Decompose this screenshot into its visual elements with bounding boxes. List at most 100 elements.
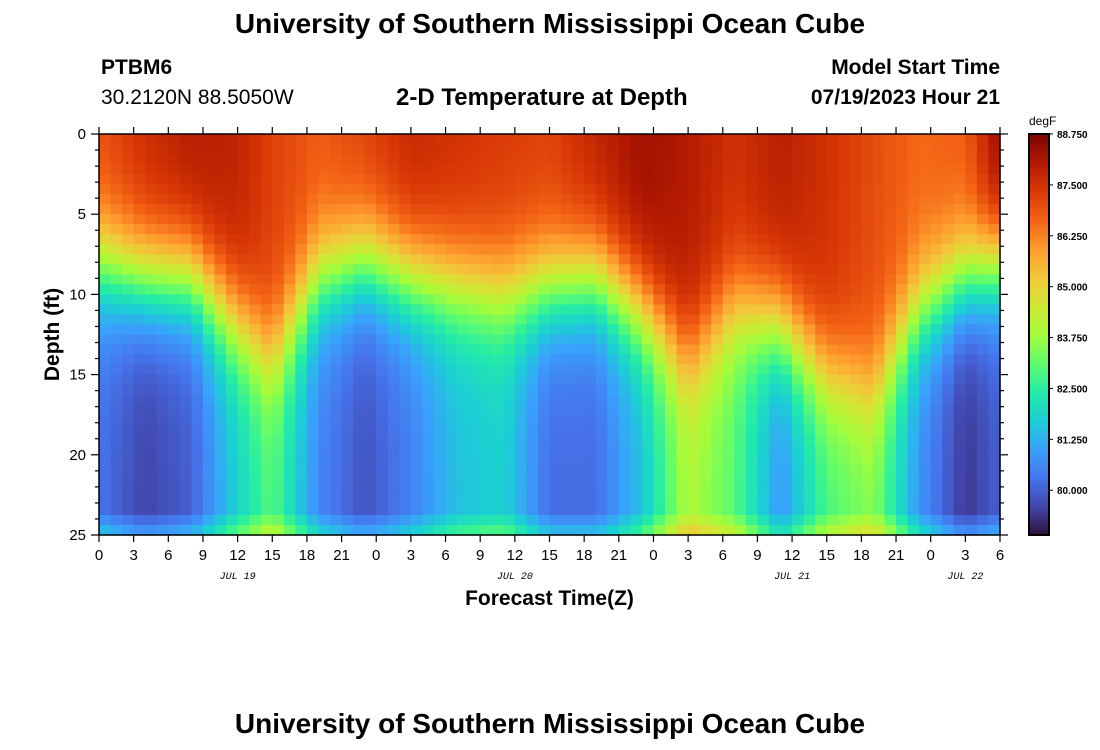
heatmap-cell bbox=[99, 394, 112, 406]
heatmap-cell bbox=[699, 204, 712, 215]
heatmap-cell bbox=[607, 484, 620, 496]
heatmap-cell bbox=[699, 424, 712, 436]
heatmap-cell bbox=[156, 194, 169, 205]
heatmap-cell bbox=[688, 294, 701, 306]
heatmap-cell bbox=[711, 144, 724, 155]
heatmap-cell bbox=[480, 274, 493, 285]
heatmap-cell bbox=[861, 414, 874, 426]
heatmap-cell bbox=[168, 154, 181, 165]
heatmap-cell bbox=[561, 294, 574, 306]
heatmap-cell bbox=[99, 244, 112, 255]
heatmap-cell bbox=[572, 304, 585, 316]
heatmap-cell bbox=[237, 374, 250, 386]
heatmap-cell bbox=[237, 394, 250, 406]
heatmap-cell bbox=[122, 224, 135, 235]
heatmap-cell bbox=[283, 164, 296, 175]
heatmap-cell bbox=[480, 214, 493, 225]
heatmap-cell bbox=[514, 234, 527, 245]
heatmap-cell bbox=[514, 494, 527, 506]
heatmap-cell bbox=[318, 184, 331, 195]
heatmap-cell bbox=[815, 474, 828, 486]
x-tick-label: 3 bbox=[684, 547, 692, 564]
heatmap-cell bbox=[792, 474, 805, 486]
heatmap-cell bbox=[607, 314, 620, 326]
heatmap-cell bbox=[399, 184, 412, 195]
heatmap-cell bbox=[930, 234, 943, 245]
heatmap-cell bbox=[110, 434, 123, 446]
x-tick-label: 3 bbox=[961, 547, 969, 564]
heatmap-cell bbox=[745, 414, 759, 426]
heatmap-cell bbox=[156, 444, 169, 456]
heatmap-cell bbox=[330, 474, 343, 486]
heatmap-cell bbox=[330, 304, 343, 316]
heatmap-cell bbox=[780, 524, 793, 536]
heatmap-cell bbox=[353, 404, 366, 416]
heatmap-cell bbox=[283, 314, 296, 326]
heatmap-cell bbox=[561, 374, 574, 386]
heatmap-cell bbox=[249, 254, 262, 265]
heatmap-cell bbox=[988, 504, 1001, 516]
heatmap-cell bbox=[480, 174, 493, 185]
heatmap-cell bbox=[514, 474, 527, 486]
heatmap-cell bbox=[364, 194, 377, 205]
heatmap-cell bbox=[433, 374, 447, 386]
heatmap-cell bbox=[896, 144, 909, 155]
heatmap-cell bbox=[133, 524, 146, 536]
heatmap-cell bbox=[526, 524, 539, 536]
heatmap-cell bbox=[768, 354, 782, 366]
heatmap-cell bbox=[630, 364, 643, 376]
heatmap-cell bbox=[919, 524, 932, 536]
heatmap-cell bbox=[318, 334, 331, 346]
heatmap-cell bbox=[445, 284, 458, 296]
heatmap-cell bbox=[145, 454, 158, 466]
heatmap-cell bbox=[884, 424, 897, 436]
heatmap-cell bbox=[584, 334, 597, 346]
heatmap-cell bbox=[699, 454, 712, 466]
heatmap-cell bbox=[306, 344, 320, 356]
heatmap-cell bbox=[699, 464, 712, 476]
heatmap-cell bbox=[260, 334, 273, 346]
heatmap-cell bbox=[260, 404, 273, 416]
heatmap-cell bbox=[491, 494, 504, 506]
heatmap-cell bbox=[861, 294, 874, 306]
heatmap-cell bbox=[341, 364, 354, 376]
heatmap-cell bbox=[965, 444, 978, 456]
heatmap-cell bbox=[549, 224, 562, 235]
heatmap-cell bbox=[410, 294, 424, 306]
heatmap-cell bbox=[168, 394, 181, 406]
x-tick-label: 18 bbox=[576, 547, 593, 564]
heatmap-cell bbox=[237, 424, 250, 436]
heatmap-cell bbox=[99, 424, 112, 436]
heatmap-cell bbox=[353, 294, 366, 306]
heatmap-cell bbox=[468, 364, 481, 376]
heatmap-cell bbox=[364, 414, 377, 426]
heatmap-cell bbox=[480, 504, 493, 516]
heatmap-cell bbox=[283, 444, 296, 456]
heatmap-cell bbox=[976, 234, 990, 245]
heatmap-cell bbox=[872, 164, 886, 175]
heatmap-cell bbox=[156, 284, 169, 296]
heatmap-cell bbox=[491, 464, 504, 476]
heatmap-cell bbox=[364, 484, 377, 496]
heatmap-cell bbox=[179, 284, 193, 296]
heatmap-cell bbox=[618, 214, 631, 225]
heatmap-cell bbox=[896, 454, 909, 466]
heatmap-cell bbox=[468, 284, 481, 296]
heatmap-cell bbox=[110, 314, 123, 326]
heatmap-cell bbox=[630, 514, 643, 526]
heatmap-cell bbox=[699, 494, 712, 506]
heatmap-cell bbox=[341, 214, 354, 225]
heatmap-cell bbox=[468, 484, 481, 496]
heatmap-cell bbox=[699, 144, 712, 155]
heatmap-cell bbox=[110, 474, 123, 486]
heatmap-cell bbox=[168, 174, 181, 185]
heatmap-cell bbox=[537, 504, 551, 516]
heatmap-cell bbox=[792, 294, 805, 306]
heatmap-cell bbox=[156, 324, 169, 336]
heatmap-cell bbox=[295, 394, 308, 406]
heatmap-cell bbox=[503, 254, 516, 265]
heatmap-cell bbox=[676, 304, 689, 316]
heatmap-cell bbox=[202, 334, 216, 346]
heatmap-cell bbox=[930, 324, 943, 336]
